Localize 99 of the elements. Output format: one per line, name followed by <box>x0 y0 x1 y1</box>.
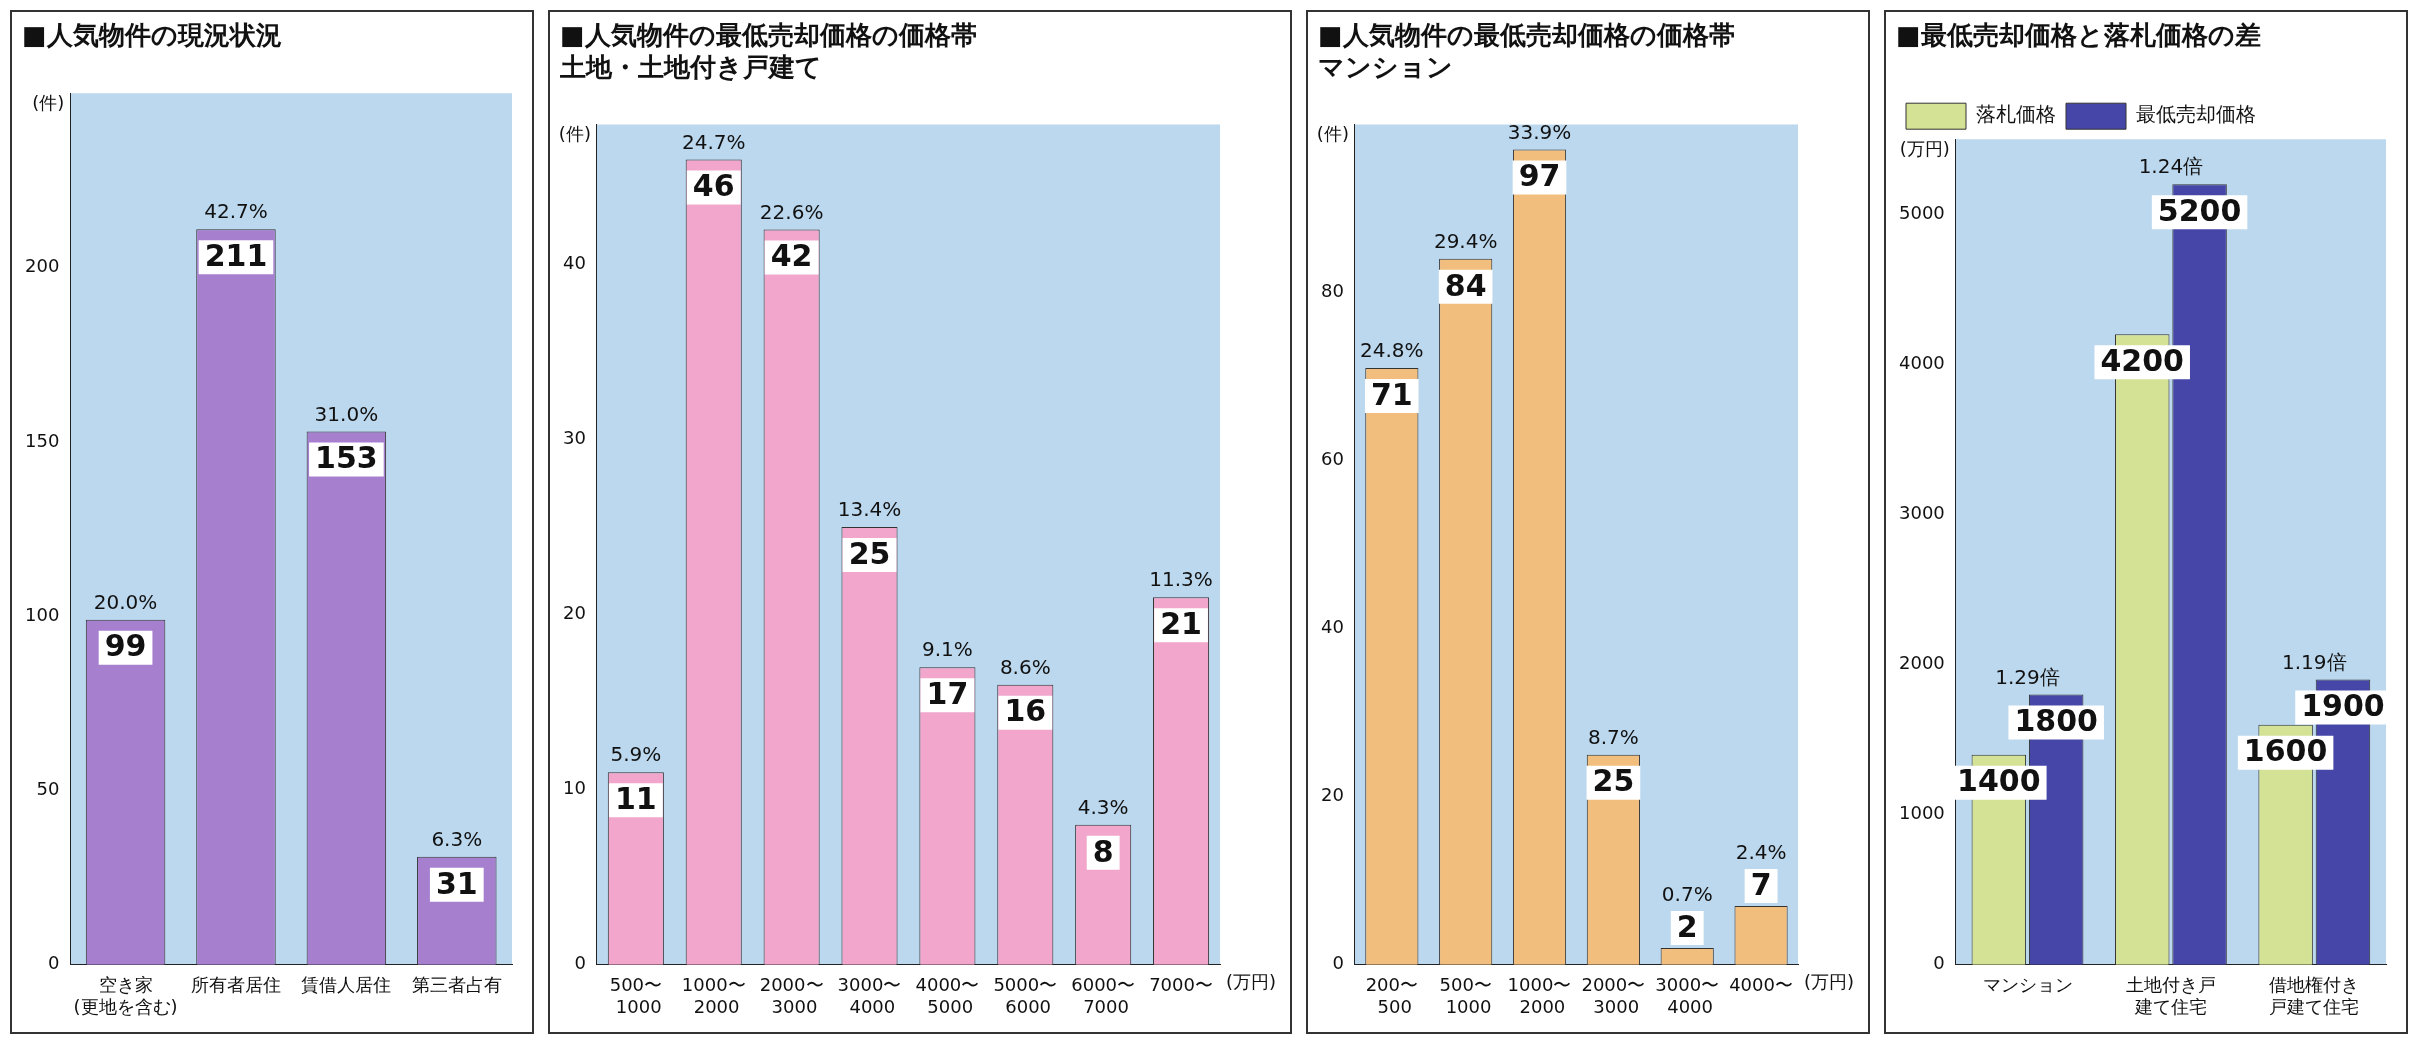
data-label: 25 <box>848 535 891 571</box>
annotation: 22.6% <box>759 199 824 224</box>
annotation: 33.9% <box>1507 119 1572 144</box>
data-label: 8 <box>1092 833 1114 869</box>
y-tick-label: 50 <box>36 778 60 800</box>
x-tick-label: 3000〜 4000 <box>1655 974 1720 1017</box>
data-label: 1900 <box>2301 688 2385 724</box>
data-label: 1800 <box>2014 703 2098 739</box>
y-tick-label: 20 <box>1321 784 1344 806</box>
y-axis-title: (件) <box>558 123 591 145</box>
data-label: 153 <box>315 440 378 476</box>
annotation: 20.0% <box>93 589 158 614</box>
data-label: 211 <box>204 237 268 273</box>
y-tick-label: 200 <box>25 255 60 277</box>
y-axis-title: (件) <box>32 91 65 113</box>
x-tick-label: 500〜 1000 <box>1439 974 1492 1017</box>
x-tick-label: 空き家(更地を含む) <box>73 974 178 1017</box>
x-axis-title: (万円) <box>1226 971 1277 993</box>
y-tick-label: 2000 <box>1899 652 1945 674</box>
annotation: 29.4% <box>1433 229 1498 254</box>
annotation: 42.7% <box>204 199 268 224</box>
annotation: 4.3% <box>1077 794 1129 819</box>
data-label: 42 <box>770 238 813 274</box>
x-tick-label: 4000〜 <box>1729 974 1793 996</box>
y-tick-label: 1000 <box>1899 802 1945 824</box>
y-tick-label: 4000 <box>1899 352 1945 374</box>
annotation: 31.0% <box>314 401 379 426</box>
chart-title: ■人気物件の最低売却価格の価格帯マンション <box>1318 20 1735 82</box>
y-tick-label: 0 <box>574 952 586 974</box>
data-label: 21 <box>1160 605 1202 641</box>
annotation: 0.7% <box>1661 882 1713 907</box>
annotation: 8.6% <box>999 654 1051 679</box>
x-tick-label: 所有者居住 <box>190 974 281 996</box>
data-label: 46 <box>692 168 735 204</box>
y-axis-title: (万円) <box>1899 137 1950 159</box>
y-tick-label: 60 <box>1321 448 1344 470</box>
x-tick-label: 6000〜 7000 <box>1071 974 1136 1017</box>
x-tick-label: 3000〜 4000 <box>837 974 902 1017</box>
annotation: 6.3% <box>431 826 483 851</box>
data-label: 5200 <box>2157 193 2242 229</box>
annotation: 24.7% <box>681 129 746 154</box>
y-tick-label: 0 <box>1933 952 1945 974</box>
chart-title: ■人気物件の最低売却価格の価格帯土地・土地付き戸建て <box>559 20 977 82</box>
data-label: 7 <box>1750 866 1772 902</box>
annotation: 9.1% <box>921 637 973 662</box>
x-tick-label: 賃借人居住 <box>301 974 392 996</box>
y-tick-label: 3000 <box>1899 502 1945 524</box>
y-tick-label: 30 <box>563 427 586 449</box>
x-tick-label: 500〜 1000 <box>609 974 663 1017</box>
data-label: 84 <box>1444 267 1487 303</box>
data-label: 25 <box>1592 763 1635 799</box>
y-tick-label: 5000 <box>1899 201 1945 223</box>
x-tick-label: マンション <box>1982 974 2073 996</box>
y-axis-title: (件) <box>1316 123 1349 145</box>
y-tick-label: 40 <box>563 252 586 274</box>
annotation: 24.8% <box>1360 338 1424 363</box>
y-tick-label: 0 <box>1332 952 1344 974</box>
x-tick-label: 借地権付き戸建て住宅 <box>2269 974 2360 1017</box>
x-tick-label: 7000〜 <box>1149 974 1213 996</box>
chart-title: ■最低売却価格と落札価格の差 <box>1896 20 2261 51</box>
y-tick-label: 20 <box>563 602 586 624</box>
annotation: 8.7% <box>1587 724 1639 749</box>
y-tick-label: 10 <box>563 777 586 799</box>
annotation: 2.4% <box>1735 840 1787 865</box>
data-label: 71 <box>1370 376 1413 412</box>
data-label: 1600 <box>2243 733 2328 769</box>
y-tick-label: 150 <box>25 429 60 451</box>
x-tick-label: 5000〜 6000 <box>993 974 1058 1017</box>
data-label: 99 <box>104 628 147 664</box>
chart-title: ■人気物件の現況状況 <box>22 20 282 51</box>
data-label: 2 <box>1676 908 1698 944</box>
y-tick-label: 0 <box>47 952 60 974</box>
data-label: 16 <box>1004 693 1047 729</box>
x-tick-label: 4000〜 5000 <box>915 974 980 1017</box>
annotation: 5.9% <box>610 742 662 767</box>
data-label: 1400 <box>1957 763 2041 799</box>
x-tick-label: 第三者占有 <box>411 974 502 996</box>
data-label: 17 <box>926 675 969 711</box>
x-tick-label: 土地付き戸建て住宅 <box>2125 974 2216 1017</box>
y-tick-label: 80 <box>1321 280 1344 302</box>
x-tick-label: 1000〜 2000 <box>681 974 746 1017</box>
y-tick-label: 100 <box>25 603 60 625</box>
annotation: 11.3% <box>1149 567 1213 592</box>
data-label: 11 <box>614 781 657 817</box>
annotation: 1.24倍 <box>2138 154 2204 179</box>
legend-label: 最低売却価格 <box>2136 102 2256 127</box>
y-tick-label: 40 <box>1321 616 1344 638</box>
data-label: 4200 <box>2100 343 2184 379</box>
x-axis-title: (万円) <box>1804 971 1855 993</box>
x-tick-label: 1000〜 2000 <box>1507 974 1572 1017</box>
legend-label: 落札価格 <box>1976 102 2056 127</box>
x-tick-label: 200〜 500 <box>1365 974 1419 1017</box>
annotation: 1.19倍 <box>2282 649 2347 674</box>
data-label: 31 <box>435 865 478 901</box>
data-label: 97 <box>1518 158 1561 194</box>
annotation: 1.29倍 <box>1995 664 2060 689</box>
annotation: 13.4% <box>837 497 902 522</box>
x-tick-label: 2000〜 3000 <box>759 974 824 1017</box>
x-tick-label: 2000〜 3000 <box>1581 974 1646 1017</box>
